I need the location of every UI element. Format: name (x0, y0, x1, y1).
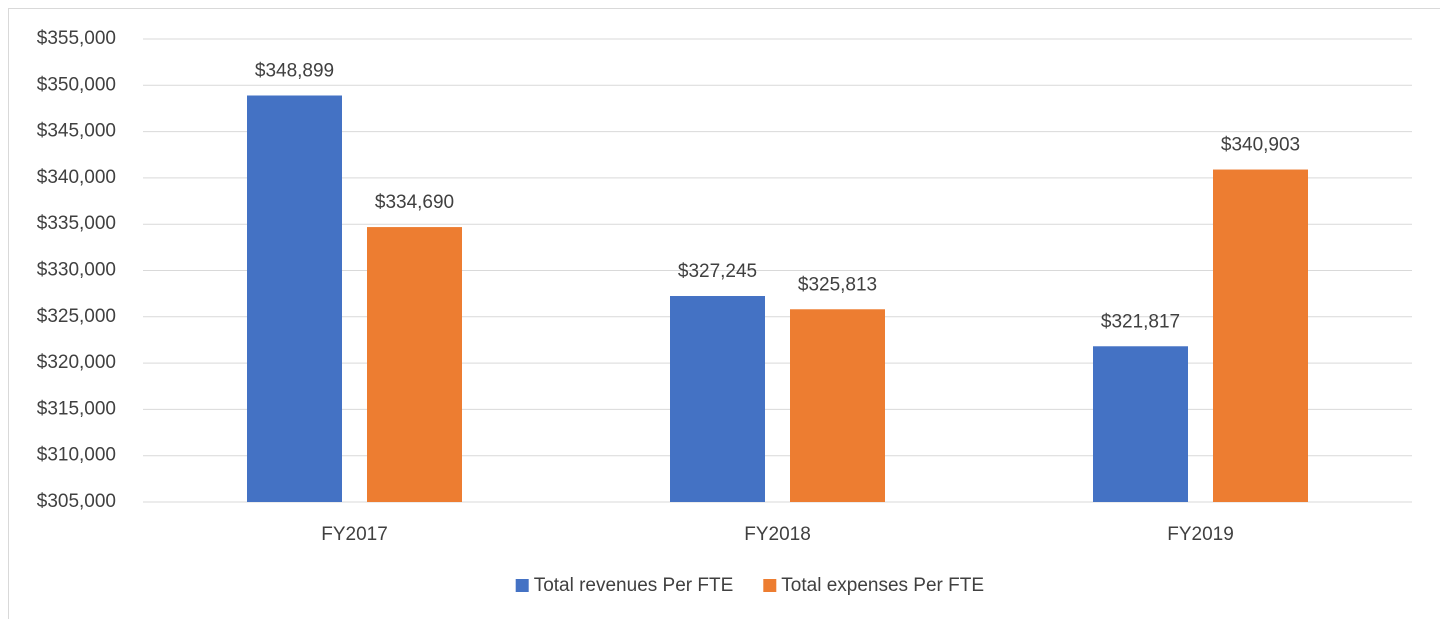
value-label: $340,903 (1221, 135, 1300, 156)
y-tick-label: $305,000 (37, 491, 116, 512)
x-tick-label: FY2019 (1167, 524, 1234, 545)
y-tick-label: $340,000 (37, 167, 116, 188)
legend-swatch (515, 579, 529, 592)
value-label: $327,245 (678, 261, 757, 282)
y-tick-label: $320,000 (37, 352, 116, 373)
bar (1213, 169, 1308, 503)
x-tick-label: FY2018 (744, 524, 811, 545)
legend-label: Total expenses Per FTE (781, 575, 984, 596)
y-tick-label: $355,000 (37, 28, 116, 49)
x-tick-label: FY2017 (321, 524, 388, 545)
value-label: $348,899 (255, 61, 334, 82)
legend-label: Total revenues Per FTE (534, 575, 734, 596)
value-label: $334,690 (375, 192, 454, 213)
bar (670, 296, 765, 502)
y-tick-label: $335,000 (37, 213, 116, 234)
bar (1093, 346, 1188, 502)
y-tick-label: $310,000 (37, 445, 116, 466)
legend-swatch (763, 579, 777, 592)
y-tick-label: $345,000 (37, 121, 116, 142)
bar (790, 309, 885, 502)
y-tick-label: $325,000 (37, 306, 116, 327)
y-tick-label: $350,000 (37, 74, 116, 95)
y-tick-label: $330,000 (37, 260, 116, 281)
bar (367, 227, 462, 502)
value-label: $321,817 (1101, 311, 1180, 332)
y-tick-label: $315,000 (37, 398, 116, 419)
bar (247, 95, 342, 502)
value-label: $325,813 (798, 274, 877, 295)
